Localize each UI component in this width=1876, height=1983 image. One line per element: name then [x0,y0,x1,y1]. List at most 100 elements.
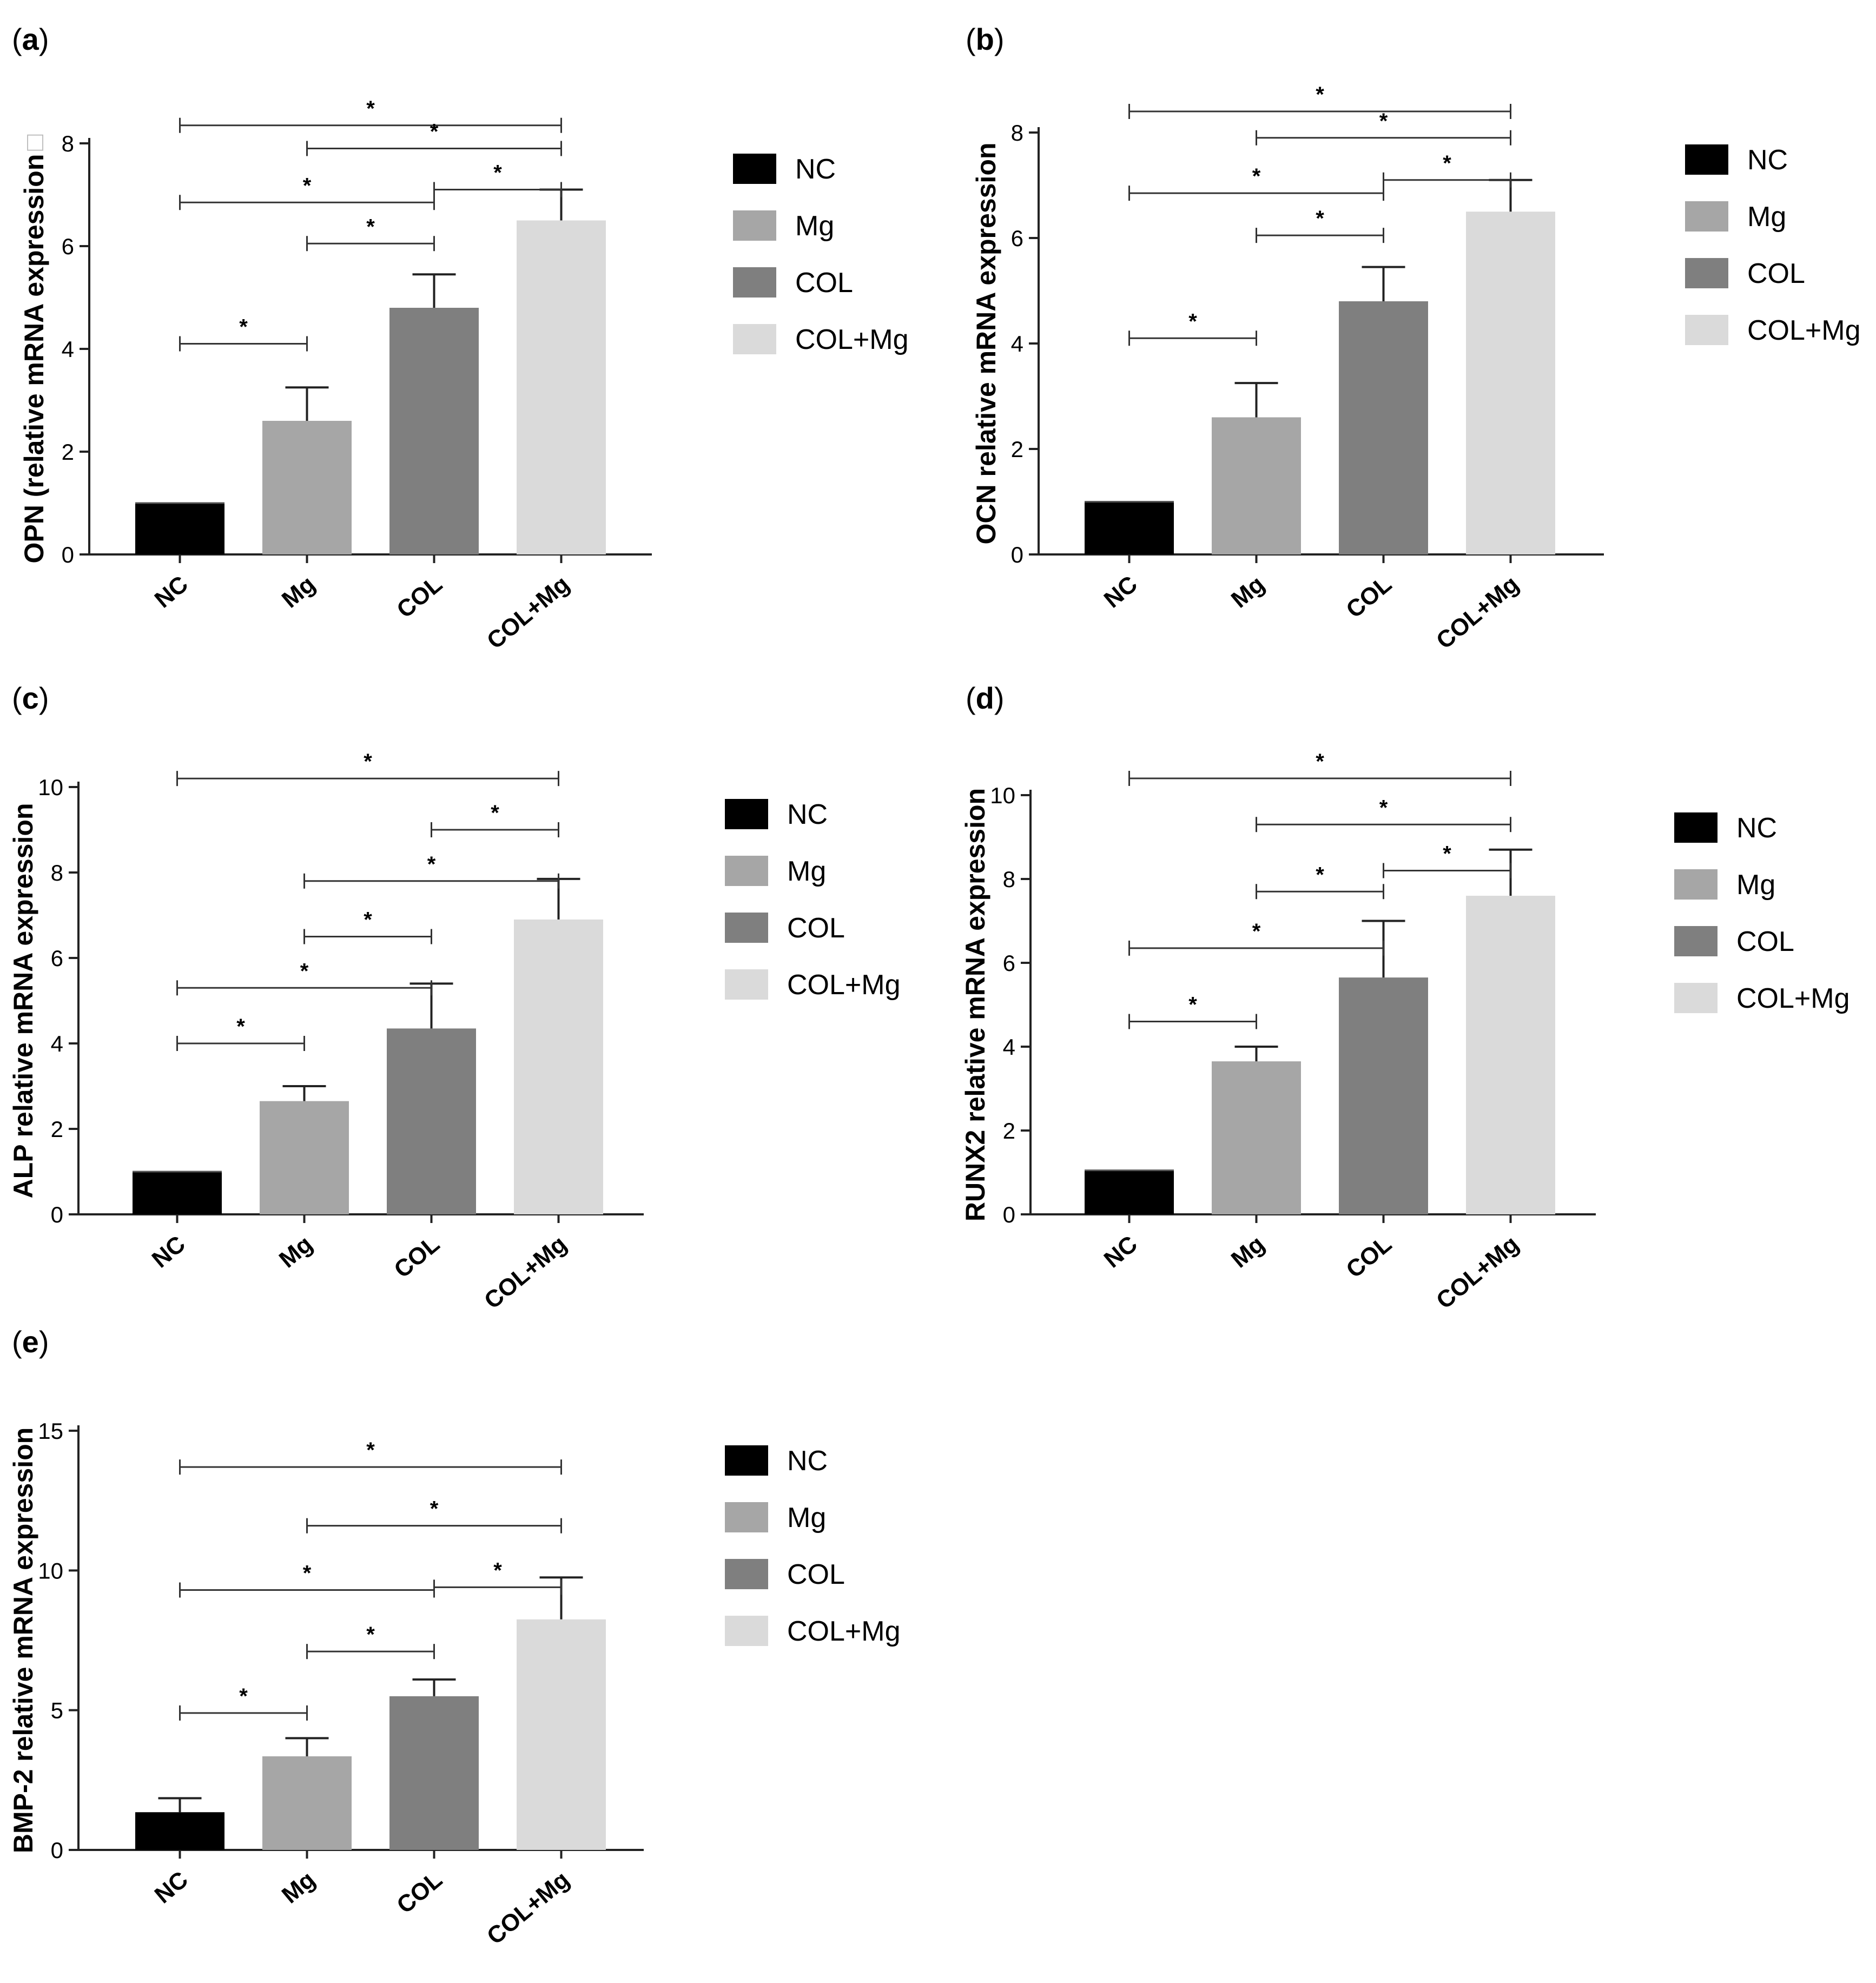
significance-star: * [1379,109,1388,133]
y-axis-title-text: BMP-2 relative mRNA expression [8,1427,38,1853]
legend-label: COL [787,1559,845,1590]
x-category-label: NC [147,1231,190,1273]
panel-label-letter: b [976,22,994,56]
legend-label: COL+Mg [795,324,909,355]
y-tick-label: 4 [62,336,74,362]
x-category-label: Mg [1226,571,1270,613]
panel-label: (b) [966,22,1005,56]
y-tick-label: 10 [990,783,1015,808]
y-tick-label: 10 [38,775,63,800]
legend: NC Mg COL COL+Mg [733,154,909,355]
legend-swatch [725,1616,768,1646]
panel-label: (e) [12,1325,49,1359]
panel-label-open: ( [12,681,22,715]
y-tick-label: 15 [38,1418,63,1444]
panel-label-open: ( [966,681,976,715]
x-category-label: COL+Mg [479,1231,572,1314]
significance-bracket: * [1128,920,1384,956]
significance-bracket: * [1128,993,1257,1029]
significance-bracket: * [431,801,559,837]
x-category-label: COL+Mg [482,571,574,655]
significance-bracket: * [306,1497,562,1533]
significance-star: * [1316,863,1324,887]
panel-d: (d) RUNX2 relative mRNA expression 0 2 4 6 8 10… [960,681,1850,1314]
legend-swatch [733,324,776,354]
legend-swatch [733,267,776,298]
significance-star: * [1443,151,1451,175]
significance-bracket: * [1383,151,1511,188]
legend-swatch [725,799,768,829]
significance-bracket: * [176,1015,305,1051]
bar-mg [262,421,352,554]
bar-nc [1085,1170,1174,1214]
bar-col-plus-mg [1466,896,1555,1214]
y-axis-title-glyph: □ [19,134,49,151]
legend-swatch [1674,869,1718,900]
significance-bracket: * [1256,863,1384,900]
panel-label-close: ) [39,681,49,715]
legend-swatch [733,210,776,241]
significance-star: * [366,215,375,239]
panel-label-close: ) [39,22,49,56]
y-axis-title-text: RUNX2 relative mRNA expression [960,788,990,1221]
y-tick-label: 0 [62,542,74,567]
legend: NC Mg COL COL+Mg [725,1445,901,1647]
legend: NC Mg COL COL+Mg [725,799,901,1001]
x-category-label: NC [1099,1231,1142,1273]
significance-star: * [239,315,248,339]
significance-bracket: * [306,120,562,156]
legend-label: COL+Mg [1747,315,1861,346]
significance-bracket: * [1128,750,1511,786]
significance-star: * [1316,207,1324,230]
y-tick-label: 6 [51,946,63,971]
panel-label: (d) [966,681,1005,715]
legend: NC Mg COL COL+Mg [1685,144,1861,346]
bar-col [1339,977,1428,1214]
bar-nc [133,1172,222,1214]
panel-label: (a) [12,22,49,56]
y-tick-label: 2 [62,439,74,465]
panel-a: (a) OPN (relative mRNA expression □ 0 2 4 6 8 NC… [12,22,909,655]
y-axis-title-text: ALP relative mRNA expression [8,803,38,1199]
legend-swatch [1685,315,1728,345]
legend-swatch [725,856,768,886]
significance-star: * [366,97,375,121]
y-axis-title-text: OPN (relative mRNA expression [19,154,49,564]
legend-label: COL+Mg [787,969,901,1001]
legend-label: Mg [787,856,826,887]
y-tick-label: 0 [51,1202,63,1227]
legend: NC Mg COL COL+Mg [1674,812,1850,1014]
significance-star: * [1188,993,1197,1017]
panel-c: (c) ALP relative mRNA expression 0 2 4 6 8 10 NC… [8,681,901,1314]
panel-label: (c) [12,681,49,715]
bar-col-plus-mg [1466,211,1555,554]
significance-star: * [364,908,372,932]
significance-star: * [491,801,499,825]
x-category-label: Mg [274,1231,318,1273]
significance-bracket: * [1256,796,1511,832]
significance-star: * [1316,83,1324,107]
significance-bracket: * [433,161,562,197]
y-tick-label: 2 [1011,437,1023,462]
x-category-label: COL [392,571,447,623]
significance-bracket: * [179,97,562,133]
legend-label: NC [1747,144,1788,176]
significance-bracket: * [1128,309,1257,346]
x-category-label: NC [150,571,193,613]
panel-label-close: ) [39,1325,49,1359]
bar-col [389,1696,479,1850]
significance-bracket: * [303,852,559,889]
significance-star: * [1188,309,1197,333]
legend-swatch [725,1502,768,1532]
significance-star: * [239,1684,248,1708]
bar-mg [1212,1061,1301,1214]
y-tick-label: 6 [1003,950,1015,976]
significance-star: * [364,750,372,774]
x-category-label: Mg [277,1866,320,1908]
y-tick-label: 2 [1003,1118,1015,1143]
x-category-label: COL [392,1866,447,1919]
significance-star: * [366,1623,375,1647]
significance-star: * [1252,920,1261,943]
x-category-label: NC [1099,571,1142,613]
significance-star: * [236,1015,245,1039]
